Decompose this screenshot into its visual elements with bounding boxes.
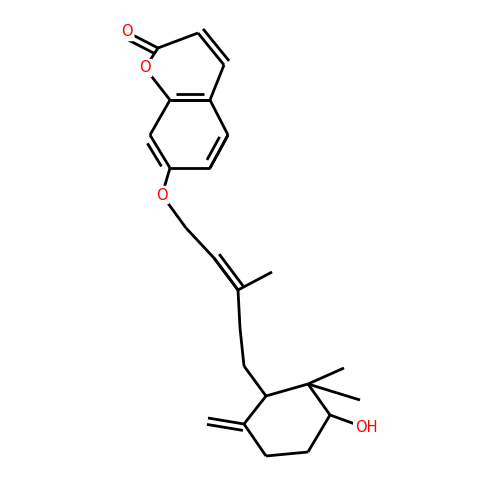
Text: O: O	[156, 188, 168, 202]
Text: OH: OH	[355, 420, 378, 436]
Text: O: O	[139, 60, 151, 76]
Text: O: O	[121, 24, 133, 40]
